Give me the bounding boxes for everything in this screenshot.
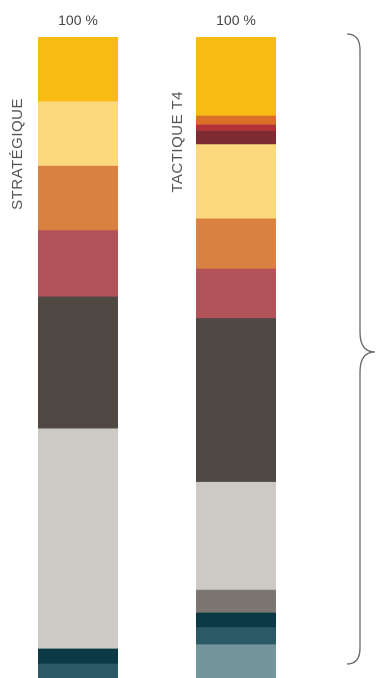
- bar-2-segment-6: [196, 218, 276, 270]
- bar-1-segment-5: [38, 296, 118, 429]
- bar-2-segment-2: [196, 115, 276, 125]
- bar-2-segment-3: [196, 124, 276, 132]
- bar-1: [38, 37, 118, 678]
- bar-2-segment-7: [196, 268, 276, 319]
- bracket-brace-icon: [346, 33, 376, 665]
- bar-1-segment-4: [38, 230, 118, 297]
- bar-1-segment-1: [38, 37, 118, 102]
- bar-2-segment-10: [196, 589, 276, 614]
- bar-2-segment-11: [196, 612, 276, 628]
- bar-2-segment-12: [196, 627, 276, 645]
- bar-2-segment-4: [196, 130, 276, 145]
- bar-1-segment-3: [38, 165, 118, 231]
- bar-2: [196, 37, 276, 678]
- bar-2-label: TACTIQUE T4: [169, 91, 186, 193]
- bar-2-top-label: 100 %: [216, 12, 256, 28]
- bar-1-top-label: 100 %: [58, 12, 98, 28]
- bar-2-segment-1: [196, 37, 276, 117]
- bar-1-label: STRATÉGIQUE: [9, 98, 26, 210]
- bar-1-segment-2: [38, 101, 118, 167]
- bar-2-segment-8: [196, 318, 276, 483]
- bar-2-segment-13: [196, 644, 276, 678]
- bar-2-segment-5: [196, 144, 276, 219]
- bar-2-segment-9: [196, 481, 276, 591]
- bar-1-segment-7: [38, 648, 118, 665]
- labels-layer: 100 % STRATÉGIQUE 100 % TACTIQUE T4: [9, 12, 256, 210]
- bars-layer: [38, 37, 276, 678]
- bar-1-segment-6: [38, 428, 118, 650]
- bar-1-segment-8: [38, 663, 118, 678]
